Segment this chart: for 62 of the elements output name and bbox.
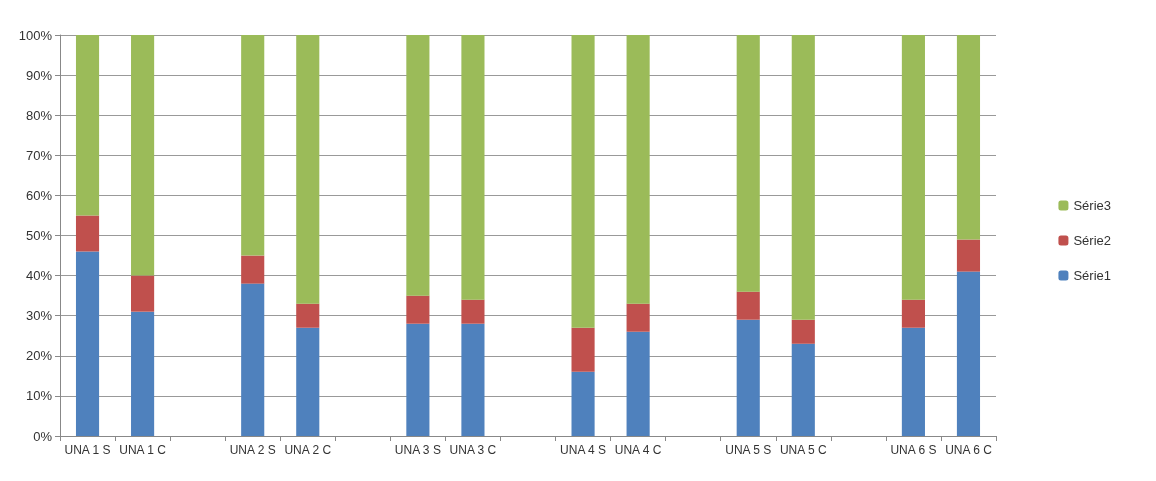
bar xyxy=(791,343,815,436)
bar xyxy=(75,215,100,252)
bar xyxy=(626,35,650,304)
x-tick-label: UNA 2 C xyxy=(284,443,332,457)
bar xyxy=(406,35,430,296)
bar xyxy=(75,251,100,436)
x-tick-label: UNA 4 S xyxy=(560,443,607,457)
y-tick-label: 80% xyxy=(25,107,53,123)
y-tick-label: 70% xyxy=(25,147,53,163)
y-tick-label: 40% xyxy=(25,268,53,284)
bar xyxy=(75,35,100,216)
x-tick-label: UNA 4 C xyxy=(614,443,662,457)
bar xyxy=(241,283,265,436)
x-tick-label: UNA 5 C xyxy=(779,443,827,457)
bar xyxy=(571,35,595,328)
bar xyxy=(296,35,320,304)
x-tick-label: UNA 3 S xyxy=(394,443,441,457)
y-tick-label: 30% xyxy=(25,308,53,324)
bar xyxy=(131,35,155,276)
legend-label: Série3 xyxy=(1073,198,1111,213)
bar xyxy=(461,323,485,436)
x-tick-label: UNA 2 S xyxy=(229,443,276,457)
bar xyxy=(736,35,760,292)
bar xyxy=(241,255,265,284)
bar xyxy=(956,239,981,272)
bar xyxy=(626,303,650,332)
bar xyxy=(791,35,815,320)
bar xyxy=(956,35,981,240)
y-tick-label: 0% xyxy=(33,428,53,444)
y-tick-label: 100% xyxy=(18,27,53,43)
bar xyxy=(956,271,981,436)
legend-label: Série1 xyxy=(1073,268,1111,283)
x-tick-label: UNA 3 C xyxy=(449,443,497,457)
x-tick-label: UNA 6 S xyxy=(890,443,937,457)
x-tick-label: UNA 1 S xyxy=(64,443,111,457)
bar xyxy=(461,299,485,324)
bar xyxy=(736,291,760,320)
y-tick-label: 50% xyxy=(25,228,53,243)
legend-label: Série2 xyxy=(1073,233,1111,248)
bar xyxy=(626,331,650,436)
x-tick-label: UNA 1 C xyxy=(119,443,167,457)
bar xyxy=(131,275,155,312)
x-tick-label: UNA 5 S xyxy=(725,443,772,457)
bar xyxy=(131,311,155,436)
bar xyxy=(241,35,265,256)
y-tick-label: 10% xyxy=(25,388,53,404)
bar xyxy=(571,371,595,436)
bar xyxy=(406,323,430,436)
bar xyxy=(296,327,320,436)
bar xyxy=(791,319,815,344)
bar xyxy=(406,295,430,324)
bar xyxy=(461,35,485,300)
y-tick-label: 60% xyxy=(25,187,53,203)
y-tick-label: 20% xyxy=(25,348,53,364)
bar xyxy=(901,299,925,328)
bar xyxy=(736,319,760,436)
bar xyxy=(901,327,925,436)
bar xyxy=(901,35,925,300)
bar xyxy=(296,303,320,328)
y-tick-label: 90% xyxy=(25,67,53,83)
bar xyxy=(571,327,595,372)
x-tick-label: UNA 6 C xyxy=(945,443,993,457)
